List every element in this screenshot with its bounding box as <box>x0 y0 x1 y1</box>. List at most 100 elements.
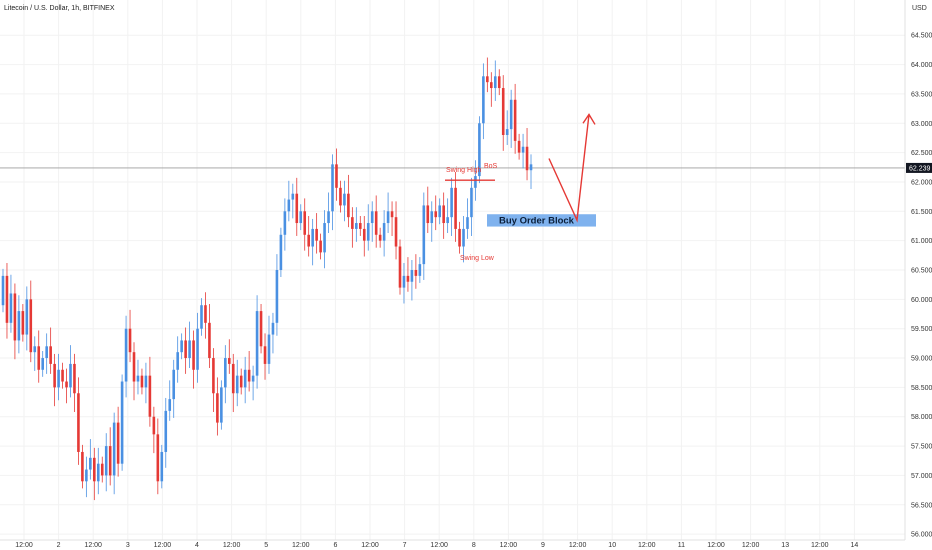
candle-body[interactable] <box>100 463 104 476</box>
candle-body[interactable] <box>81 451 84 482</box>
candle-body[interactable] <box>307 234 310 247</box>
candle-body[interactable] <box>482 76 485 124</box>
candle-body[interactable] <box>351 217 354 229</box>
candle-body[interactable] <box>315 228 318 241</box>
candle-body[interactable] <box>144 375 148 388</box>
candle-body[interactable] <box>180 340 183 353</box>
candle-body[interactable] <box>77 393 80 452</box>
candle-body[interactable] <box>208 322 211 359</box>
candle-body[interactable] <box>529 164 533 171</box>
candle-body[interactable] <box>251 375 255 382</box>
candle-body[interactable] <box>65 381 68 388</box>
candle-body[interactable] <box>25 299 29 335</box>
candle-body[interactable] <box>172 369 176 400</box>
candle-body[interactable] <box>235 375 239 394</box>
candle-body[interactable] <box>13 293 17 341</box>
candle-body[interactable] <box>311 228 314 247</box>
candle-body[interactable] <box>33 346 37 353</box>
candle-body[interactable] <box>279 234 283 270</box>
candle-body[interactable] <box>291 193 295 200</box>
candle-body[interactable] <box>275 270 279 323</box>
candle-body[interactable] <box>521 146 525 153</box>
candle-body[interactable] <box>96 463 100 482</box>
candle-body[interactable] <box>1 275 5 306</box>
candle-body[interactable] <box>517 140 521 153</box>
candle-body[interactable] <box>61 369 64 382</box>
candle-body[interactable] <box>116 422 120 464</box>
candle-body[interactable] <box>398 246 402 288</box>
candle-body[interactable] <box>17 311 21 341</box>
candle-body[interactable] <box>355 223 358 229</box>
candle-body[interactable] <box>513 99 517 141</box>
candle-body[interactable] <box>493 76 497 89</box>
candle-body[interactable] <box>442 205 445 224</box>
candle-body[interactable] <box>108 446 112 476</box>
candle-body[interactable] <box>509 99 513 130</box>
candle-body[interactable] <box>263 346 267 364</box>
candle-body[interactable] <box>271 322 275 335</box>
candle-body[interactable] <box>37 346 41 370</box>
candle-body[interactable] <box>5 275 9 323</box>
candle-body[interactable] <box>347 193 350 218</box>
candle-body[interactable] <box>57 369 60 388</box>
candle-body[interactable] <box>370 211 374 224</box>
candle-body[interactable] <box>466 217 469 229</box>
candle-body[interactable] <box>160 451 164 482</box>
candle-body[interactable] <box>168 399 172 411</box>
candle-body[interactable] <box>331 164 334 212</box>
candle-body[interactable] <box>474 176 477 188</box>
candle-body[interactable] <box>374 211 378 235</box>
candle-body[interactable] <box>287 199 291 212</box>
candle-body[interactable] <box>454 187 457 229</box>
candle-body[interactable] <box>104 446 108 476</box>
candle-body[interactable] <box>303 211 307 235</box>
candle-body[interactable] <box>410 270 414 282</box>
candle-body[interactable] <box>362 228 366 241</box>
candle-body[interactable] <box>394 217 398 247</box>
candle-body[interactable] <box>164 410 168 452</box>
candle-body[interactable] <box>152 416 156 435</box>
candle-body[interactable] <box>196 328 199 370</box>
candle-body[interactable] <box>283 211 287 235</box>
candle-body[interactable] <box>9 293 13 323</box>
candle-body[interactable] <box>497 76 501 89</box>
candle-body[interactable] <box>255 311 259 376</box>
candle-body[interactable] <box>112 422 116 476</box>
candle-body[interactable] <box>359 223 362 229</box>
candle-layer[interactable] <box>1 57 533 501</box>
candle-body[interactable] <box>85 469 88 482</box>
candle-body[interactable] <box>132 352 136 382</box>
candle-body[interactable] <box>200 305 203 329</box>
candle-body[interactable] <box>438 205 441 218</box>
candle-body[interactable] <box>204 305 207 323</box>
candle-body[interactable] <box>462 228 465 247</box>
candle-body[interactable] <box>434 211 438 218</box>
candle-body[interactable] <box>247 369 251 382</box>
candle-body[interactable] <box>259 311 263 347</box>
candle-body[interactable] <box>21 311 25 335</box>
candle-body[interactable] <box>176 352 179 370</box>
candle-body[interactable] <box>227 358 231 364</box>
candle-body[interactable] <box>53 363 56 388</box>
candle-body[interactable] <box>120 381 124 464</box>
candle-body[interactable] <box>406 275 410 282</box>
candle-body[interactable] <box>231 363 235 394</box>
candle-body[interactable] <box>69 363 72 388</box>
candle-body[interactable] <box>335 164 338 188</box>
candle-body[interactable] <box>243 369 247 388</box>
candle-body[interactable] <box>426 205 430 224</box>
x-axis[interactable]: 12:00 2 12:00 3 12:00 4 12:00 5 12:00 6 12:00 7 12:0… <box>15 542 858 549</box>
candle-body[interactable] <box>128 328 132 353</box>
candle-body[interactable] <box>319 240 322 253</box>
candle-body[interactable] <box>402 275 406 288</box>
candle-body[interactable] <box>148 375 152 417</box>
candle-body[interactable] <box>93 457 96 482</box>
y-axis[interactable]: 56.000 56.500 57.000 57.500 58.000 58.500 59.0… <box>911 33 932 539</box>
candle-body[interactable] <box>343 193 346 206</box>
candle-body[interactable] <box>446 217 449 224</box>
candle-body[interactable] <box>299 211 303 224</box>
candle-body[interactable] <box>184 340 187 359</box>
candle-body[interactable] <box>505 129 509 135</box>
